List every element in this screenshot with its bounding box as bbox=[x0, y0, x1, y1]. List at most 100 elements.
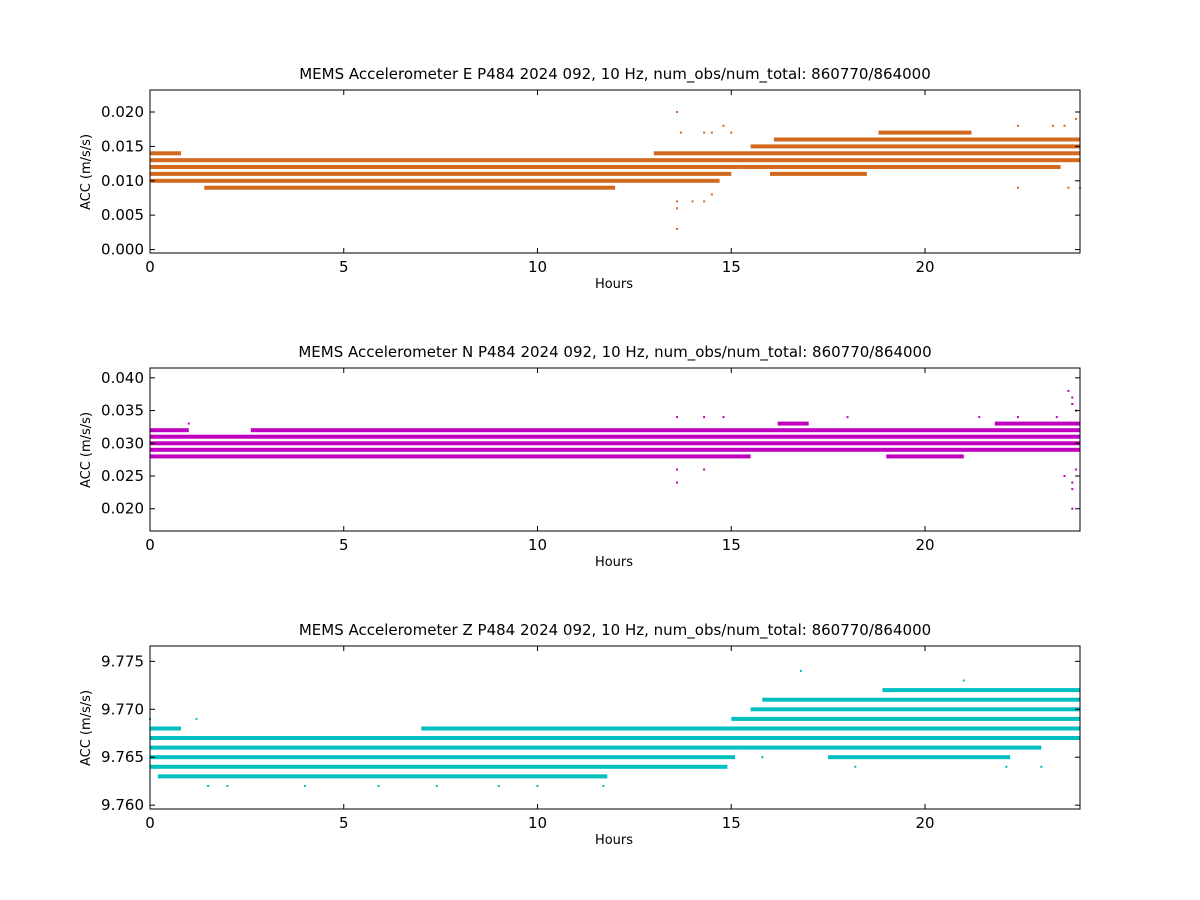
data-point bbox=[1075, 468, 1078, 471]
y-tick-label: 9.765 bbox=[101, 748, 144, 766]
plot-frame bbox=[149, 89, 1081, 254]
data-band bbox=[750, 707, 1080, 712]
y-tick-label: 9.775 bbox=[101, 652, 144, 670]
data-point bbox=[435, 785, 438, 787]
y-tick-label: 0.010 bbox=[101, 172, 144, 190]
data-marks bbox=[150, 111, 1081, 230]
data-band bbox=[150, 165, 743, 169]
y-tick-label: 0.035 bbox=[101, 402, 144, 420]
data-point bbox=[676, 200, 678, 203]
y-axis-label: ACC (m/s/s) bbox=[79, 134, 94, 210]
data-marks bbox=[149, 669, 1081, 787]
x-tick-label: 5 bbox=[339, 258, 349, 276]
x-tick-label: 20 bbox=[915, 814, 934, 832]
x-axis-label: Hours bbox=[595, 277, 633, 292]
data-point bbox=[1017, 186, 1019, 189]
data-point bbox=[207, 785, 210, 787]
data-point bbox=[377, 785, 380, 787]
data-point bbox=[676, 468, 678, 471]
data-band bbox=[150, 745, 743, 750]
x-tick-label: 0 bbox=[145, 536, 155, 554]
y-tick-label: 0.040 bbox=[101, 369, 144, 387]
x-axis-label: Hours bbox=[595, 833, 633, 848]
x-tick-label: 20 bbox=[915, 536, 934, 554]
data-point bbox=[978, 416, 981, 419]
x-tick-label: 10 bbox=[528, 814, 547, 832]
data-band bbox=[150, 755, 736, 760]
data-point bbox=[691, 200, 694, 203]
data-band bbox=[742, 745, 1042, 750]
panel-title: MEMS Accelerometer E P484 2024 092, 10 H… bbox=[299, 65, 931, 84]
data-point bbox=[730, 131, 733, 134]
axis-ticks: 0 5 10 15 20 9.760 9.765 9.770 9.775 bbox=[101, 646, 1080, 832]
x-tick-label: 0 bbox=[145, 258, 155, 276]
data-band bbox=[150, 178, 720, 183]
data-point bbox=[676, 227, 678, 230]
data-point bbox=[1040, 765, 1043, 768]
axis-ticks: 0 5 10 15 20 0.000 0.005 0.010 0.015 0.020 bbox=[101, 90, 1080, 276]
data-point bbox=[497, 785, 500, 787]
data-point bbox=[710, 193, 713, 196]
data-point bbox=[1067, 186, 1070, 189]
data-band bbox=[150, 764, 728, 769]
data-point bbox=[187, 422, 190, 425]
data-point bbox=[676, 207, 678, 210]
data-point bbox=[703, 416, 706, 419]
data-point bbox=[761, 756, 764, 759]
data-point bbox=[1017, 124, 1019, 127]
x-tick-label: 0 bbox=[145, 814, 155, 832]
data-point bbox=[962, 679, 965, 682]
data-band bbox=[750, 144, 1080, 149]
data-band bbox=[150, 454, 751, 459]
data-point bbox=[676, 111, 678, 113]
x-axis-label: Hours bbox=[595, 555, 633, 570]
axis-ticks: 0 5 10 15 20 0.020 0.025 0.030 0.035 0.040 bbox=[101, 368, 1080, 554]
x-tick-label: 15 bbox=[722, 258, 741, 276]
y-tick-label: 0.020 bbox=[101, 103, 144, 121]
data-band bbox=[150, 158, 739, 163]
data-band bbox=[615, 726, 1080, 731]
data-point bbox=[1063, 475, 1066, 477]
data-point bbox=[1071, 488, 1074, 491]
data-band bbox=[653, 151, 1081, 156]
panel-e-component: MEMS Accelerometer E P484 2024 092, 10 H… bbox=[79, 65, 1081, 292]
data-point bbox=[1005, 765, 1008, 768]
data-band bbox=[150, 726, 181, 731]
data-band bbox=[157, 774, 608, 779]
data-point bbox=[1063, 124, 1066, 127]
data-point bbox=[226, 785, 229, 787]
data-band bbox=[731, 716, 1081, 721]
plot-frame bbox=[149, 645, 1081, 810]
data-point bbox=[722, 416, 725, 419]
x-tick-label: 10 bbox=[528, 536, 547, 554]
data-point bbox=[304, 785, 306, 787]
data-point bbox=[846, 416, 849, 419]
data-band bbox=[150, 428, 189, 433]
data-band bbox=[150, 171, 732, 176]
x-tick-label: 5 bbox=[339, 536, 349, 554]
data-band bbox=[882, 688, 1080, 693]
data-marks bbox=[150, 389, 1081, 510]
data-point bbox=[1075, 117, 1078, 120]
data-band bbox=[739, 158, 1080, 163]
data-band bbox=[731, 736, 1081, 740]
y-tick-label: 0.025 bbox=[101, 467, 144, 485]
panel-title: MEMS Accelerometer N P484 2024 092, 10 H… bbox=[298, 343, 931, 362]
data-band bbox=[994, 421, 1081, 426]
data-band bbox=[150, 441, 1080, 446]
y-axis-label: ACC (m/s/s) bbox=[79, 412, 94, 488]
data-point bbox=[703, 200, 706, 203]
panel-n-component: MEMS Accelerometer N P484 2024 092, 10 H… bbox=[79, 343, 1081, 570]
data-band bbox=[150, 736, 751, 740]
data-band bbox=[150, 151, 181, 156]
x-tick-label: 5 bbox=[339, 814, 349, 832]
y-tick-label: 0.005 bbox=[101, 206, 144, 224]
plot-frame bbox=[149, 367, 1081, 532]
data-point bbox=[1071, 396, 1074, 399]
data-band bbox=[828, 755, 1011, 760]
data-point bbox=[676, 416, 678, 419]
data-point bbox=[1071, 481, 1074, 484]
data-point bbox=[703, 468, 706, 471]
data-point bbox=[800, 669, 802, 672]
data-point bbox=[854, 765, 857, 768]
